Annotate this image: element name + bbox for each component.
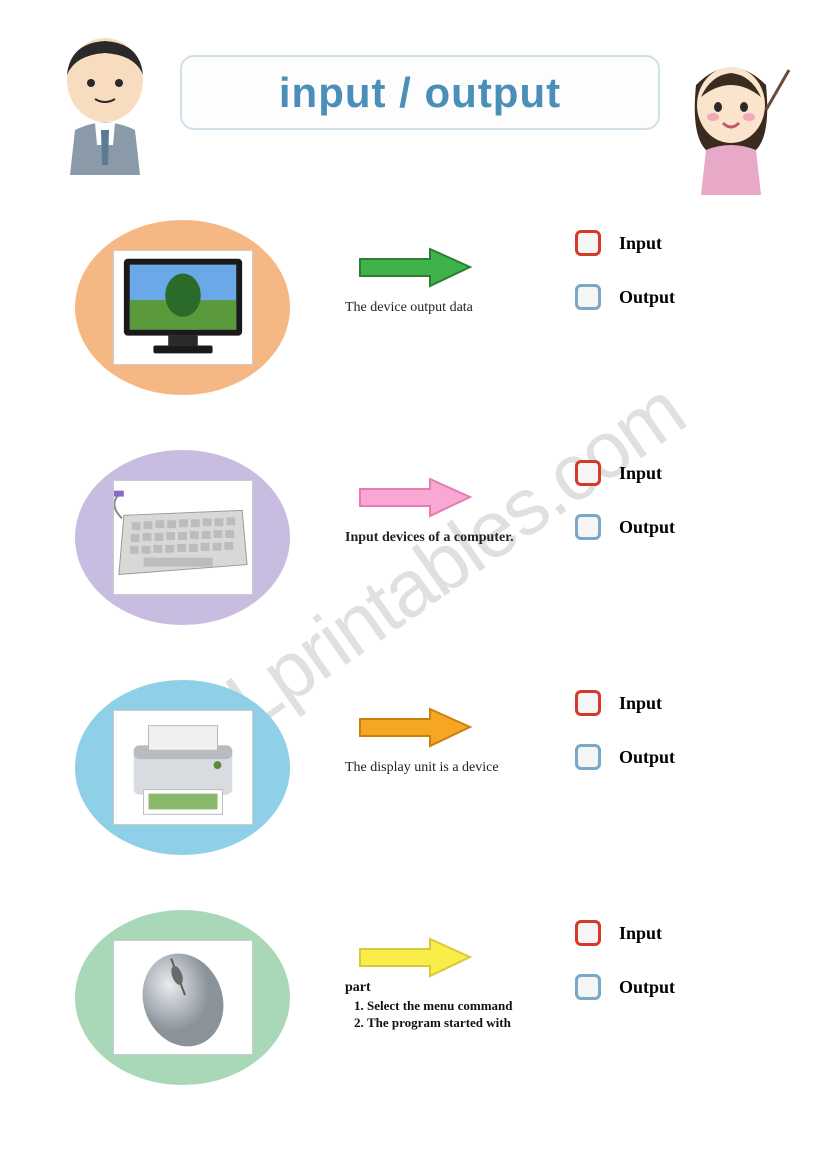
arrow-icon: [355, 935, 475, 980]
choice-output: Output: [575, 974, 775, 1000]
device-ellipse: [75, 910, 290, 1085]
choice-output: Output: [575, 514, 775, 540]
row-keyboard: Input devices of a computer. Input Outpu…: [0, 430, 826, 660]
choice-input: Input: [575, 920, 775, 946]
label-output: Output: [619, 517, 675, 538]
worksheet-content: The device output data Input Output: [0, 180, 826, 1120]
label-output: Output: [619, 747, 675, 768]
checkbox-output[interactable]: [575, 744, 601, 770]
caption-part-label: part: [345, 980, 605, 996]
choice-input: Input: [575, 690, 775, 716]
checkbox-output[interactable]: [575, 284, 601, 310]
page-title: input / output: [180, 55, 660, 130]
arrow-icon: [355, 245, 475, 290]
label-output: Output: [619, 287, 675, 308]
arrow-icon: [355, 705, 475, 750]
monitor-icon: [113, 250, 253, 365]
caption-list-item: The program started with: [367, 1015, 605, 1031]
avatar-boy-icon: [45, 35, 165, 175]
label-input: Input: [619, 923, 662, 944]
row-mouse: part Select the menu command The program…: [0, 890, 826, 1120]
choice-input: Input: [575, 460, 775, 486]
choices: Input Output: [575, 920, 775, 1028]
caption-text: Input devices of a computer.: [345, 530, 575, 546]
arrow-icon: [355, 475, 475, 520]
row-monitor: The device output data Input Output: [0, 200, 826, 430]
choice-output: Output: [575, 744, 775, 770]
caption-list-item: Select the menu command: [367, 998, 605, 1014]
device-ellipse: [75, 680, 290, 855]
checkbox-output[interactable]: [575, 974, 601, 1000]
checkbox-input[interactable]: [575, 460, 601, 486]
checkbox-input[interactable]: [575, 690, 601, 716]
label-input: Input: [619, 233, 662, 254]
caption-text: The display unit is a device: [345, 760, 575, 776]
device-ellipse: [75, 220, 290, 395]
choices: Input Output: [575, 460, 775, 568]
row-printer: The display unit is a device Input Outpu…: [0, 660, 826, 890]
printer-icon: [113, 710, 253, 825]
label-input: Input: [619, 463, 662, 484]
checkbox-input[interactable]: [575, 230, 601, 256]
choices: Input Output: [575, 690, 775, 798]
keyboard-icon: [113, 480, 253, 595]
choice-input: Input: [575, 230, 775, 256]
mouse-icon: [113, 940, 253, 1055]
caption-extra: part Select the menu command The program…: [345, 980, 605, 1032]
checkbox-input[interactable]: [575, 920, 601, 946]
header: input / output: [0, 0, 826, 180]
label-input: Input: [619, 693, 662, 714]
choices: Input Output: [575, 230, 775, 338]
checkbox-output[interactable]: [575, 514, 601, 540]
choice-output: Output: [575, 284, 775, 310]
caption-text: The device output data: [345, 300, 575, 316]
label-output: Output: [619, 977, 675, 998]
avatar-girl-icon: [671, 55, 791, 195]
device-ellipse: [75, 450, 290, 625]
